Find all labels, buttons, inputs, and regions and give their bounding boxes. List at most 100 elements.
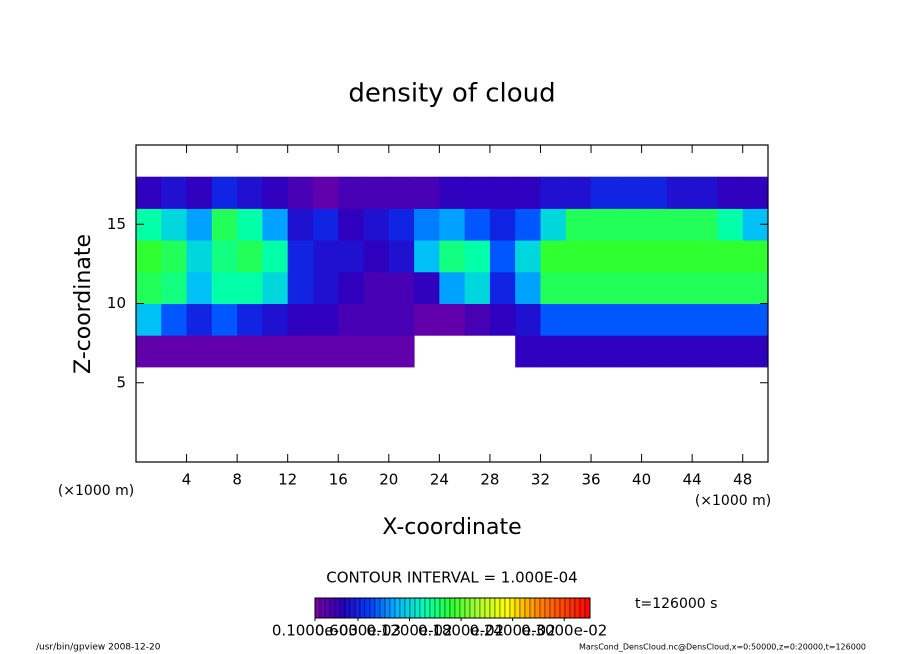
cell bbox=[186, 176, 213, 209]
cell bbox=[565, 271, 592, 304]
colorbar-swatch bbox=[389, 597, 396, 619]
cell bbox=[692, 240, 718, 273]
colorbar-swatch bbox=[334, 597, 341, 619]
x-tick-label: 16 bbox=[329, 471, 348, 489]
cell bbox=[363, 335, 390, 368]
cell bbox=[591, 271, 617, 304]
cell bbox=[287, 271, 314, 304]
cell bbox=[237, 271, 263, 304]
cell bbox=[161, 176, 188, 209]
cell bbox=[211, 208, 238, 241]
cell bbox=[388, 335, 415, 368]
cell bbox=[237, 335, 263, 368]
cell bbox=[439, 271, 466, 304]
cell bbox=[641, 176, 668, 209]
cell bbox=[717, 303, 744, 336]
colorbar-swatch bbox=[314, 597, 321, 619]
cell bbox=[692, 208, 718, 241]
cell bbox=[312, 303, 339, 336]
contour-interval: CONTOUR INTERVAL = 1.000E-04 bbox=[326, 569, 577, 587]
cell bbox=[641, 240, 668, 273]
colorbar-swatch bbox=[399, 597, 406, 619]
cell bbox=[186, 208, 213, 241]
cell bbox=[540, 335, 567, 368]
cell bbox=[211, 271, 238, 304]
cell bbox=[464, 240, 491, 273]
x-tick-label: 20 bbox=[379, 471, 398, 489]
colorbar-swatch bbox=[384, 597, 391, 619]
cell bbox=[211, 335, 238, 368]
colorbar-swatch bbox=[349, 597, 356, 619]
cell bbox=[262, 176, 289, 209]
cell bbox=[262, 335, 289, 368]
cell bbox=[237, 240, 263, 273]
colorbar-swatch bbox=[499, 597, 506, 619]
cell bbox=[692, 303, 718, 336]
cell bbox=[666, 176, 693, 209]
time-label: t=126000 s bbox=[635, 596, 717, 612]
cell bbox=[742, 176, 769, 209]
colorbar-swatch bbox=[519, 597, 526, 619]
colorbar-swatch bbox=[394, 597, 401, 619]
colorbar-swatch bbox=[379, 597, 386, 619]
cell bbox=[742, 303, 769, 336]
cell bbox=[439, 208, 466, 241]
chart-title: density of cloud bbox=[348, 79, 555, 109]
colorbar-swatch bbox=[369, 597, 376, 619]
field bbox=[136, 176, 769, 368]
x-tick-label: 48 bbox=[733, 471, 752, 489]
cell bbox=[338, 176, 365, 209]
colorbar-swatch bbox=[529, 597, 536, 619]
cell bbox=[742, 240, 769, 273]
x-tick-label: 36 bbox=[581, 471, 600, 489]
footer-left: /usr/bin/gpview 2008-12-20 bbox=[36, 643, 161, 653]
cell bbox=[591, 303, 617, 336]
cell bbox=[136, 271, 162, 304]
cell bbox=[616, 335, 643, 368]
cell bbox=[591, 208, 617, 241]
colorbar-swatch bbox=[524, 597, 531, 619]
cell bbox=[515, 271, 541, 304]
x-tick-label: 24 bbox=[430, 471, 449, 489]
cell bbox=[616, 271, 643, 304]
x-tick-label: 40 bbox=[632, 471, 651, 489]
cell bbox=[136, 335, 162, 368]
cell bbox=[591, 240, 617, 273]
cell bbox=[363, 240, 390, 273]
colorbar-swatch bbox=[319, 597, 326, 619]
cell bbox=[312, 176, 339, 209]
colorbar-swatch bbox=[424, 597, 431, 619]
colorbar-swatch bbox=[329, 597, 336, 619]
cell bbox=[439, 176, 466, 209]
cell bbox=[186, 303, 213, 336]
cell bbox=[186, 335, 213, 368]
cell bbox=[464, 176, 491, 209]
colorbar-swatch bbox=[574, 597, 581, 619]
cell bbox=[388, 240, 415, 273]
x-tick-label: 8 bbox=[232, 471, 242, 489]
colorbar-swatch bbox=[469, 597, 476, 619]
cell bbox=[666, 240, 693, 273]
cell bbox=[565, 208, 592, 241]
cell bbox=[186, 271, 213, 304]
colorbar-swatch bbox=[509, 597, 516, 619]
cell bbox=[312, 208, 339, 241]
colorbar-swatch bbox=[554, 597, 561, 619]
cell bbox=[540, 208, 567, 241]
cell bbox=[287, 240, 314, 273]
cell bbox=[616, 303, 643, 336]
cell bbox=[262, 240, 289, 273]
colorbar-tick-label: 0.3000e-02 bbox=[521, 622, 607, 640]
cell bbox=[338, 335, 365, 368]
colorbar-swatch bbox=[344, 597, 351, 619]
cell bbox=[287, 303, 314, 336]
cell bbox=[591, 335, 617, 368]
colorbar-swatch bbox=[479, 597, 486, 619]
cell bbox=[439, 303, 466, 336]
colorbar-swatch bbox=[514, 597, 521, 619]
colorbar-swatch bbox=[419, 597, 426, 619]
cell bbox=[237, 176, 263, 209]
cell bbox=[565, 240, 592, 273]
